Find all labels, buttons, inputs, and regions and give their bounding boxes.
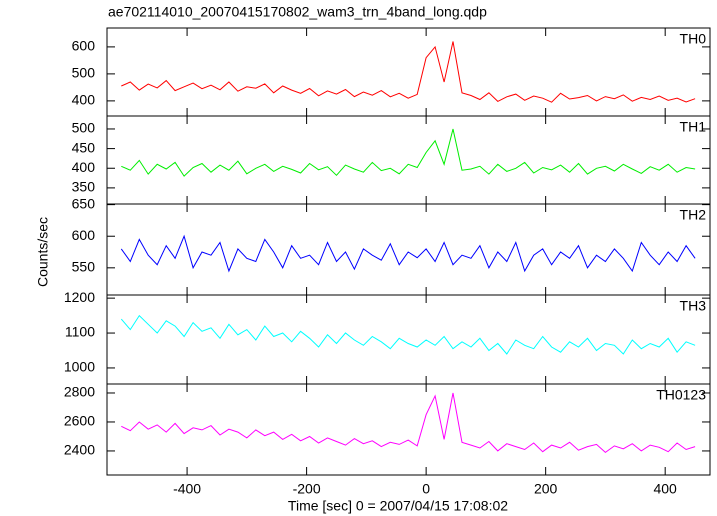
- light-curve: [121, 392, 696, 454]
- x-tick-label: -200: [293, 481, 321, 497]
- y-tick-label: 2800: [64, 384, 95, 400]
- x-tick-label: 400: [653, 481, 677, 497]
- chart-title: ae702114010_20070415170802_wam3_trn_4ban…: [108, 4, 487, 20]
- panel-frame: [106, 115, 711, 205]
- x-tick-label: 0: [422, 481, 430, 497]
- y-axis-label: Counts/sec: [35, 217, 51, 287]
- light-curve: [120, 234, 696, 273]
- series-label: TH1: [680, 119, 707, 135]
- panel-frame: [106, 294, 711, 385]
- light-curve: [120, 314, 696, 355]
- y-tick-label: 350: [72, 179, 96, 195]
- series-label: TH0: [680, 31, 707, 47]
- y-tick-label: 400: [72, 92, 96, 108]
- series-label: TH0123: [656, 387, 706, 403]
- y-tick-label: 500: [72, 120, 96, 136]
- y-tick-label: 1000: [64, 359, 95, 375]
- x-axis-label: Time [sec] 0 = 2007/04/15 17:08:02: [288, 498, 508, 514]
- y-tick-label: 600: [72, 38, 96, 54]
- x-tick-label: -400: [173, 481, 201, 497]
- y-tick-label: 500: [72, 65, 96, 81]
- y-tick-label: 400: [72, 159, 96, 175]
- y-tick-label: 650: [72, 195, 96, 211]
- y-tick-label: 600: [72, 227, 96, 243]
- y-tick-label: 1200: [64, 289, 95, 305]
- panel-frame: [106, 27, 711, 117]
- series-label: TH2: [680, 207, 707, 223]
- x-tick-label: 200: [534, 481, 558, 497]
- panel-frame: [106, 383, 711, 476]
- panel-frame: [106, 203, 711, 296]
- light-curve: [121, 128, 696, 177]
- y-tick-label: 450: [72, 139, 96, 155]
- y-tick-label: 550: [72, 259, 96, 275]
- series-label: TH3: [680, 298, 707, 314]
- light-curve: [121, 41, 696, 103]
- y-tick-label: 2600: [64, 413, 95, 429]
- y-tick-label: 2400: [64, 442, 95, 458]
- y-tick-label: 1100: [65, 324, 95, 340]
